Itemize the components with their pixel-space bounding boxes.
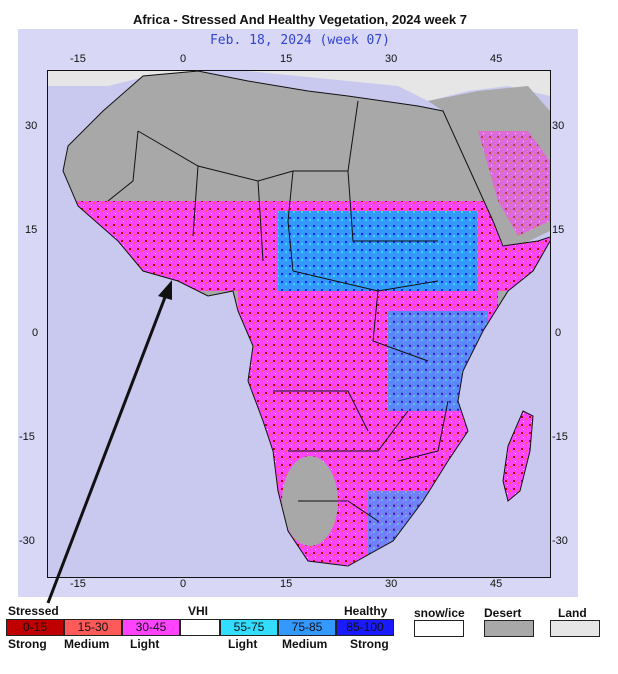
- legend-strength: Light: [130, 637, 160, 651]
- legend-bin-medium-stress: 15-30: [64, 619, 122, 636]
- top-tick: -15: [70, 53, 86, 65]
- legend-snow-label: snow/ice: [414, 606, 465, 620]
- bottom-tick: 15: [280, 578, 293, 590]
- legend-strength: Strong: [8, 637, 47, 651]
- top-tick: 0: [180, 53, 187, 65]
- bottom-tick: 45: [490, 578, 503, 590]
- legend-bin-neutral: [180, 619, 220, 636]
- legend-vhi-label: VHI: [188, 604, 209, 618]
- africa-vhi-map: [47, 70, 551, 578]
- map-subtitle: Feb. 18, 2024 (week 07): [209, 33, 390, 48]
- left-tick: 0: [32, 327, 39, 339]
- legend-desert-swatch: [484, 620, 534, 637]
- bottom-tick: 0: [180, 578, 187, 590]
- left-tick: 30: [25, 120, 38, 132]
- map-svg: [48, 71, 550, 567]
- legend-strength: Medium: [64, 637, 110, 651]
- legend-stressed-label: Stressed: [8, 604, 59, 618]
- top-tick: 45: [490, 53, 503, 65]
- left-tick: -30: [19, 535, 35, 547]
- left-tick: 15: [25, 224, 38, 236]
- right-tick: 0: [555, 327, 562, 339]
- legend-bin-medium-healthy: 75-85: [278, 619, 336, 636]
- bottom-tick: 30: [385, 578, 398, 590]
- right-tick: 30: [552, 120, 565, 132]
- legend-strength: Strong: [350, 637, 389, 651]
- legend-bin-strong-healthy: 85-100: [336, 619, 394, 636]
- legend-snow-swatch: [414, 620, 464, 637]
- bottom-tick: -15: [70, 578, 86, 590]
- legend-desert-label: Desert: [484, 606, 522, 620]
- right-tick: -30: [552, 535, 568, 547]
- top-tick: 30: [385, 53, 398, 65]
- madagascar: [502, 410, 534, 502]
- legend-bin-light-healthy: 55-75: [220, 619, 278, 636]
- map-title: Africa - Stressed And Healthy Vegetation…: [132, 12, 468, 27]
- legend-healthy-label: Healthy: [344, 604, 388, 618]
- country-borders: [62, 71, 550, 567]
- legend-bin-strong-stress: 0-15: [6, 619, 64, 636]
- right-tick: -15: [552, 431, 568, 443]
- top-tick: 15: [280, 53, 293, 65]
- legend-strength: Medium: [282, 637, 328, 651]
- arabia-vegetation: [478, 131, 550, 236]
- legend-strength: Light: [228, 637, 258, 651]
- legend-land-swatch: [550, 620, 600, 637]
- europe-land: [48, 71, 550, 101]
- legend-land-label: Land: [558, 606, 587, 620]
- left-tick: -15: [19, 431, 35, 443]
- legend-bin-light-stress: 30-45: [122, 619, 180, 636]
- right-tick: 15: [552, 224, 565, 236]
